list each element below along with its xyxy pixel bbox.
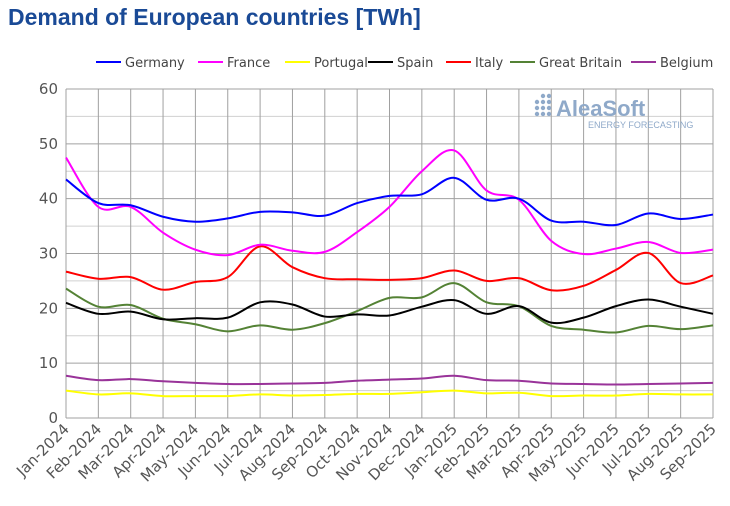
logo-dot	[540, 105, 546, 111]
y-tick-label: 30	[39, 245, 58, 263]
logo-dot	[540, 111, 546, 117]
legend-label: Spain	[397, 56, 433, 71]
y-tick-label: 50	[39, 135, 58, 153]
y-tick-label: 20	[39, 299, 58, 317]
legend-item-portugal: Portugal	[285, 56, 368, 71]
logo-dot	[546, 93, 552, 99]
logo-dot	[540, 93, 546, 99]
y-tick-label: 60	[39, 80, 58, 98]
legend-label: Great Britain	[539, 56, 622, 71]
logo-dot	[534, 99, 540, 105]
y-tick-label: 0	[48, 409, 58, 427]
series-line-spain	[65, 298, 714, 325]
legend-label: Belgium	[660, 56, 713, 71]
y-tick-label: 40	[39, 190, 58, 208]
logo-dot	[546, 111, 552, 117]
logo-dot	[546, 99, 552, 105]
logo-dot	[546, 105, 552, 111]
series-line-portugal	[65, 389, 714, 398]
y-tick-label: 10	[39, 354, 58, 372]
logo-subtext: ENERGY FORECASTING	[588, 120, 693, 130]
logo-dot	[534, 105, 540, 111]
series-line-germany	[65, 176, 714, 227]
legend-item-germany: Germany	[96, 56, 185, 71]
legend-item-italy: Italy	[446, 56, 504, 71]
logo-text: AleaSoft	[556, 96, 646, 121]
series-line-italy	[65, 245, 714, 292]
legend-label: Germany	[125, 56, 185, 71]
chart-title: Demand of European countries [TWh]	[8, 4, 421, 30]
legend-label: Portugal	[314, 56, 368, 71]
legend-item-belgium: Belgium	[631, 56, 713, 71]
legend-label: Italy	[475, 56, 504, 71]
legend-label: France	[227, 56, 270, 71]
legend-item-france: France	[198, 56, 270, 71]
legend-item-spain: Spain	[368, 56, 433, 71]
logo-dot	[534, 111, 540, 117]
series-line-great-britain	[65, 282, 714, 334]
series-line-france	[65, 149, 714, 257]
legend-item-great-britain: Great Britain	[510, 56, 622, 71]
series-line-belgium	[65, 374, 714, 386]
logo-dot	[540, 99, 546, 105]
